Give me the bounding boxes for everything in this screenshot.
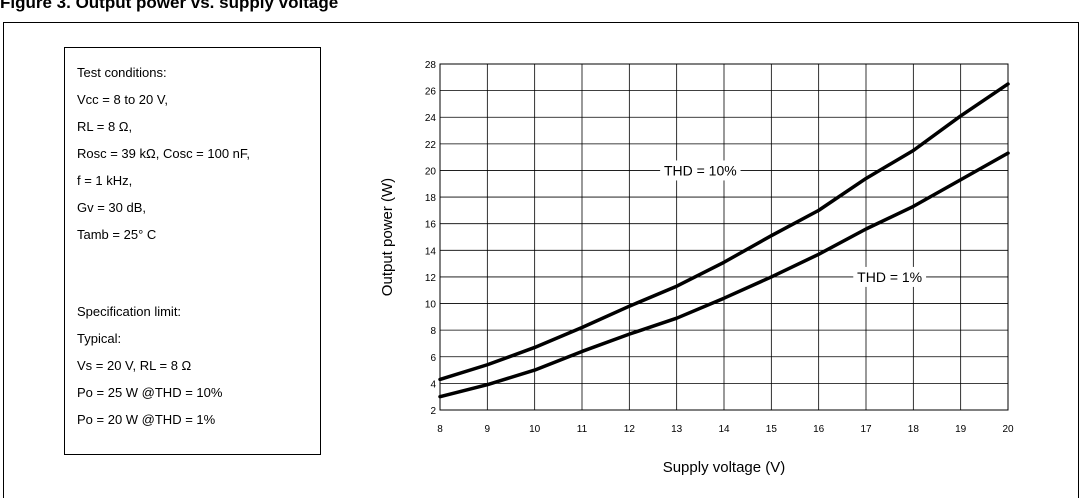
condition-line: Po = 20 W @THD = 1% bbox=[77, 412, 216, 427]
x-tick-label: 18 bbox=[908, 424, 920, 435]
y-tick-label: 2 bbox=[430, 406, 436, 417]
y-tick-label: 22 bbox=[425, 140, 437, 151]
condition-line: f = 1 kHz, bbox=[77, 173, 133, 188]
y-tick-label: 18 bbox=[425, 193, 437, 204]
y-tick-label: 26 bbox=[425, 87, 437, 98]
x-tick-label: 19 bbox=[955, 424, 967, 435]
figure-header: Figure 3. Output power vs. supply voltag… bbox=[0, 0, 1084, 22]
x-tick-label: 13 bbox=[671, 424, 683, 435]
y-tick-label: 12 bbox=[425, 273, 437, 284]
y-tick-label: 10 bbox=[425, 300, 437, 311]
x-tick-label: 9 bbox=[485, 424, 491, 435]
x-tick-label: 16 bbox=[813, 424, 825, 435]
condition-line: Typical: bbox=[77, 331, 122, 346]
x-tick-label: 15 bbox=[766, 424, 778, 435]
y-axis-title: Output power (W) bbox=[379, 178, 396, 296]
series-line bbox=[438, 151, 1010, 399]
y-tick-label: 28 bbox=[425, 60, 437, 71]
condition-line: RL = 8 Ω, bbox=[77, 119, 133, 134]
y-tick-label: 8 bbox=[430, 326, 436, 337]
condition-line: Vcc = 8 to 20 V, bbox=[77, 92, 168, 107]
condition-line: Gv = 30 dB, bbox=[77, 200, 147, 215]
condition-line: Specification limit: bbox=[77, 304, 182, 319]
x-tick-label: 11 bbox=[577, 424, 588, 435]
y-tick-label: 20 bbox=[425, 166, 437, 177]
series-line bbox=[438, 82, 1010, 382]
x-tick-label: 17 bbox=[860, 424, 872, 435]
y-tick-label: 6 bbox=[430, 353, 436, 364]
x-tick-label: 8 bbox=[437, 424, 443, 435]
x-tick-label: 20 bbox=[1002, 424, 1014, 435]
condition-line: Vs = 20 V, RL = 8 Ω bbox=[77, 358, 192, 373]
condition-line: Test conditions: bbox=[77, 65, 167, 80]
series-label-bg bbox=[660, 160, 741, 181]
y-tick-label: 16 bbox=[425, 220, 437, 231]
condition-line: Rosc = 39 kΩ, Cosc = 100 nF, bbox=[77, 146, 251, 161]
y-tick-label: 4 bbox=[430, 379, 436, 390]
condition-line: Po = 25 W @THD = 10% bbox=[77, 385, 223, 400]
figure-frame bbox=[3, 22, 1079, 498]
test-conditions-box: Test conditions: Vcc = 8 to 20 V, RL = 8… bbox=[64, 47, 321, 455]
condition-line: Tamb = 25° C bbox=[77, 227, 157, 242]
x-tick-label: 10 bbox=[529, 424, 541, 435]
y-tick-label: 14 bbox=[425, 246, 437, 257]
x-tick-label: 14 bbox=[718, 424, 730, 435]
series-label: THD = 1% bbox=[857, 269, 922, 285]
series-label-bg bbox=[853, 266, 927, 287]
x-tick-label: 12 bbox=[624, 424, 636, 435]
figure-title: Figure 3. Output power vs. supply voltag… bbox=[0, 0, 339, 12]
series-label: THD = 10% bbox=[664, 162, 737, 178]
x-axis-title: Supply voltage (V) bbox=[663, 459, 786, 476]
y-tick-label: 24 bbox=[425, 113, 437, 124]
